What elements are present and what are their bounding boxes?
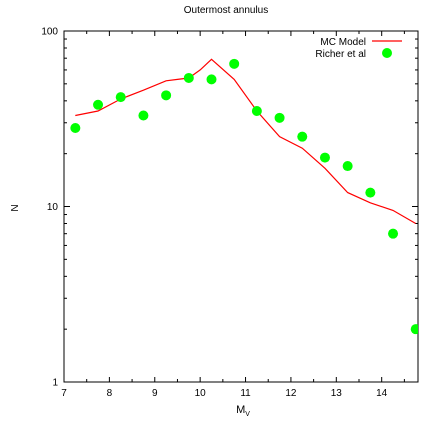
x-tick-label: 7 <box>61 388 67 399</box>
data-point-richer <box>365 187 376 198</box>
series-line-mc-model <box>75 58 416 225</box>
y-tick-label: 10 <box>47 202 59 213</box>
data-point-richer <box>251 106 262 117</box>
plot-frame <box>63 30 419 383</box>
x-tick-label: 8 <box>107 388 113 399</box>
legend-label: MC Model <box>320 37 366 48</box>
y-axis-label: N <box>10 204 21 211</box>
x-tick-label: 12 <box>285 388 297 399</box>
data-point-richer <box>229 58 240 69</box>
x-tick-label: 11 <box>240 388 251 399</box>
chart-title: Outermost annulus <box>184 5 269 16</box>
x-tick-label: 14 <box>376 388 388 399</box>
data-point-richer <box>319 152 330 163</box>
x-axis-label: MV <box>236 404 250 418</box>
data-point-richer <box>410 324 418 335</box>
data-point-richer <box>183 72 194 83</box>
data-point-richer <box>138 110 149 121</box>
data-point-richer <box>274 112 285 123</box>
data-point-richer <box>70 123 81 134</box>
x-axis-label-subscript: V <box>245 411 250 418</box>
legend-swatch-point <box>382 48 392 58</box>
x-tick-label: 13 <box>331 388 343 399</box>
x-tick-label: 10 <box>195 388 207 399</box>
y-tick-label: 1 <box>52 378 58 389</box>
data-point-richer <box>93 99 104 110</box>
data-point-richer <box>161 90 172 101</box>
y-tick-label: 100 <box>41 27 58 38</box>
legend-label: Richer et al <box>315 49 366 60</box>
data-point-richer <box>297 131 308 142</box>
data-point-richer <box>388 228 399 239</box>
data-point-richer <box>342 161 353 172</box>
data-point-richer <box>115 92 126 103</box>
x-tick-label: 9 <box>152 388 158 399</box>
data-point-richer <box>206 74 217 85</box>
